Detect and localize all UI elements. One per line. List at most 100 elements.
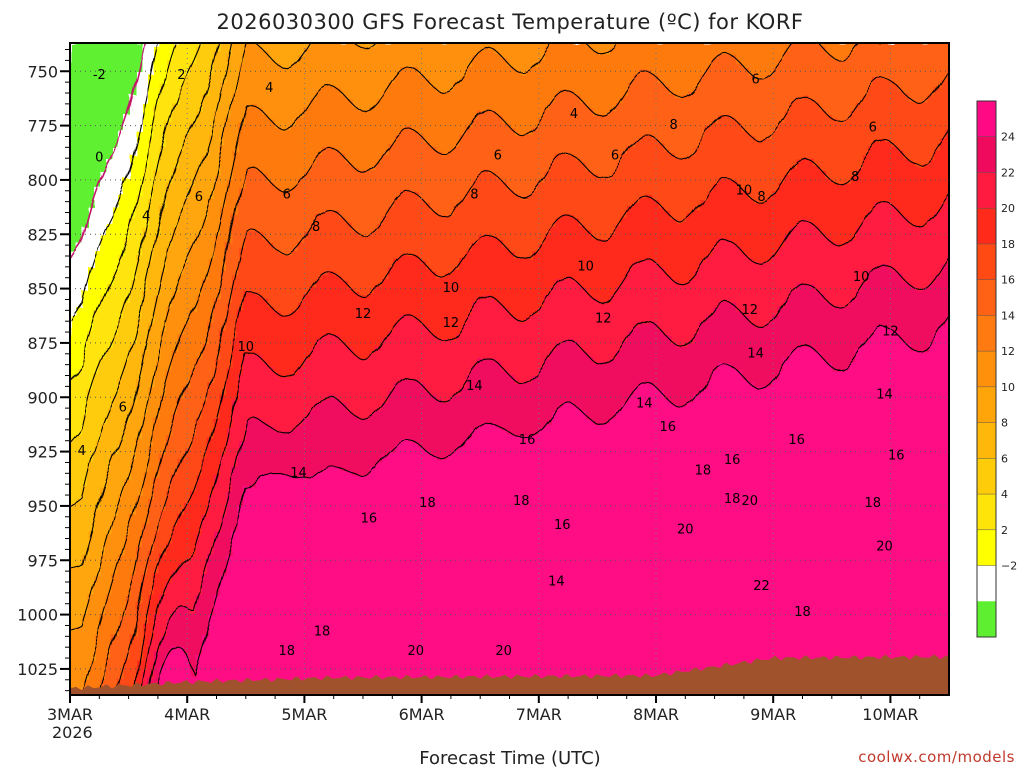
temperature-cell	[124, 79, 131, 84]
temperature-cell	[160, 503, 167, 508]
temperature-cell	[70, 343, 77, 348]
temperature-cell	[148, 223, 155, 228]
temperature-cell	[76, 671, 83, 676]
temperature-cell	[214, 251, 221, 256]
temperature-cell	[94, 323, 101, 328]
temperature-cell	[76, 579, 83, 584]
temperature-cell	[88, 159, 95, 164]
temperature-cell	[250, 435, 257, 440]
temperature-cell	[100, 83, 107, 88]
temperature-cell	[76, 387, 83, 392]
temperature-cell	[142, 647, 149, 652]
temperature-cell	[172, 491, 179, 496]
temperature-cell	[88, 487, 95, 492]
temperature-cell	[130, 395, 137, 400]
temperature-cell	[142, 631, 149, 636]
temperature-cell	[208, 239, 215, 244]
temperature-cell	[76, 503, 83, 508]
temperature-cell	[154, 207, 161, 212]
temperature-cell	[232, 283, 239, 288]
temperature-cell	[106, 151, 113, 156]
temperature-cell	[82, 147, 89, 152]
temperature-cell	[124, 515, 131, 520]
temperature-cell	[94, 415, 101, 420]
temperature-cell	[208, 527, 215, 532]
temperature-cell	[124, 323, 131, 328]
temperature-cell	[244, 239, 251, 244]
temperature-cell	[70, 455, 77, 460]
temperature-cell	[76, 583, 83, 588]
temperature-cell	[154, 267, 161, 272]
temperature-cell	[112, 487, 119, 492]
temperature-cell	[106, 123, 113, 128]
temperature-cell	[184, 139, 191, 144]
temperature-cell	[100, 671, 107, 676]
temperature-cell	[202, 467, 209, 472]
temperature-cell	[112, 243, 119, 248]
temperature-cell	[124, 251, 131, 256]
temperature-cell	[208, 79, 215, 84]
temperature-cell	[124, 135, 131, 140]
temperature-cell	[166, 479, 173, 484]
temperature-cell	[250, 287, 257, 292]
temperature-cell	[88, 543, 95, 548]
temperature-cell	[220, 415, 227, 420]
temperature-cell	[172, 495, 179, 500]
temperature-cell	[94, 175, 101, 180]
temperature-cell	[196, 327, 203, 332]
temperature-cell	[118, 95, 125, 100]
temperature-cell	[226, 79, 233, 84]
temperature-cell	[196, 79, 203, 84]
temperature-cell	[250, 67, 257, 72]
temperature-cell	[220, 263, 227, 268]
temperature-cell	[100, 255, 107, 260]
temperature-cell	[100, 303, 107, 308]
temperature-cell	[136, 51, 143, 56]
temperature-cell	[106, 563, 113, 568]
temperature-cell	[106, 683, 113, 688]
temperature-cell	[226, 71, 233, 76]
temperature-cell	[148, 219, 155, 224]
temperature-cell	[100, 91, 107, 96]
temperature-cell	[208, 343, 215, 348]
temperature-cell	[244, 279, 251, 284]
temperature-cell	[172, 579, 179, 584]
temperature-cell	[166, 491, 173, 496]
temperature-cell	[244, 131, 251, 136]
temperature-cell	[172, 675, 179, 680]
temperature-cell	[154, 251, 161, 256]
temperature-cell	[250, 107, 257, 112]
temperature-cell	[178, 259, 185, 264]
temperature-cell	[184, 207, 191, 212]
temperature-cell	[94, 335, 101, 340]
temperature-cell	[166, 471, 173, 476]
temperature-cell	[118, 335, 125, 340]
temperature-cell	[118, 67, 125, 72]
temperature-cell	[76, 75, 83, 80]
temperature-cell	[238, 83, 245, 88]
temperature-cell	[220, 151, 227, 156]
temperature-cell	[106, 191, 113, 196]
temperature-cell	[70, 83, 77, 88]
temperature-cell	[124, 255, 131, 260]
temperature-cell	[106, 379, 113, 384]
temperature-cell	[124, 523, 131, 528]
temperature-cell	[172, 539, 179, 544]
temperature-cell	[100, 263, 107, 268]
temperature-cell	[202, 119, 209, 124]
temperature-cell	[112, 523, 119, 528]
temperature-cell	[238, 603, 245, 608]
temperature-cell	[238, 351, 245, 356]
temperature-cell	[202, 67, 209, 72]
temperature-cell	[130, 623, 137, 628]
temperature-cell	[202, 331, 209, 336]
temperature-cell	[232, 563, 239, 568]
temperature-cell	[166, 179, 173, 184]
temperature-cell	[136, 471, 143, 476]
temperature-cell	[208, 167, 215, 172]
temperature-cell	[142, 311, 149, 316]
temperature-cell	[124, 275, 131, 280]
temperature-cell	[118, 463, 125, 468]
temperature-cell	[112, 175, 119, 180]
temperature-cell	[244, 459, 251, 464]
